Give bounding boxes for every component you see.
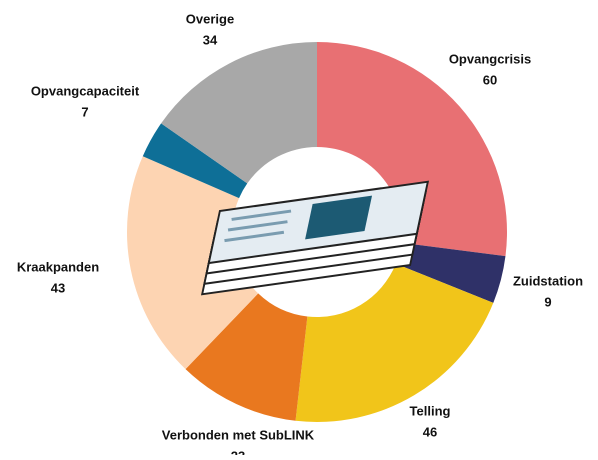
slice-label: Telling [410,403,451,418]
slice-value: 43 [51,280,65,295]
slice-label: Opvangcrisis [449,51,531,66]
slice-value: 34 [203,32,218,47]
chart: Opvangcrisis 60 Zuidstation 9 Telling 46 Verbo… [0,0,598,455]
slice-value: 46 [423,424,437,439]
slice-value: 9 [544,294,551,309]
slice-value: 23 [231,448,245,455]
slice-label: Kraakpanden [17,259,99,274]
slice-label: Verbonden met SubLINK [162,427,315,442]
slice-label: Opvangcapaciteit [31,83,140,98]
slice-label: Zuidstation [513,273,583,288]
slice-value: 60 [483,72,497,87]
slice-label: Overige [186,11,234,26]
slice-value: 7 [81,104,88,119]
